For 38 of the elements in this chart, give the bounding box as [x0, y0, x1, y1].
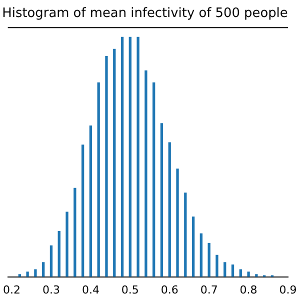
x-tick-label: 0.3: [42, 283, 60, 296]
x-tick-label: 0.4: [82, 283, 100, 296]
bar: [128, 36, 132, 277]
bar: [105, 56, 108, 277]
x-tick-label: 0.6: [160, 283, 178, 296]
bar: [34, 269, 37, 277]
bar: [120, 36, 124, 277]
bar: [160, 123, 164, 277]
bar: [74, 188, 76, 277]
bar: [97, 82, 100, 277]
bar: [152, 82, 156, 277]
bar: [200, 233, 203, 277]
bar: [208, 242, 210, 277]
bar: [136, 36, 140, 277]
bar: [113, 48, 116, 277]
x-tick-label: 0.9: [279, 283, 297, 296]
bar: [192, 216, 195, 277]
bar: [81, 144, 84, 277]
x-tick-label: 0.2: [3, 283, 21, 296]
bar: [216, 254, 218, 277]
x-tick-label: 0.8: [240, 283, 258, 296]
bar: [89, 126, 92, 277]
bar: [168, 142, 171, 277]
bar: [255, 274, 258, 277]
bar: [176, 168, 179, 277]
bar: [224, 262, 226, 277]
bar: [42, 262, 45, 277]
chart-title: Histogram of mean infectivity of 500 people: [2, 6, 288, 22]
bar: [144, 70, 148, 277]
bar: [66, 212, 68, 277]
bar: [50, 245, 53, 277]
bar: [58, 230, 60, 277]
x-tick-label: 0.5: [121, 283, 139, 296]
bar: [247, 272, 250, 277]
bar: [231, 264, 234, 277]
bar: [184, 192, 187, 277]
x-tick-label: 0.7: [200, 283, 218, 296]
bar: [26, 272, 29, 277]
